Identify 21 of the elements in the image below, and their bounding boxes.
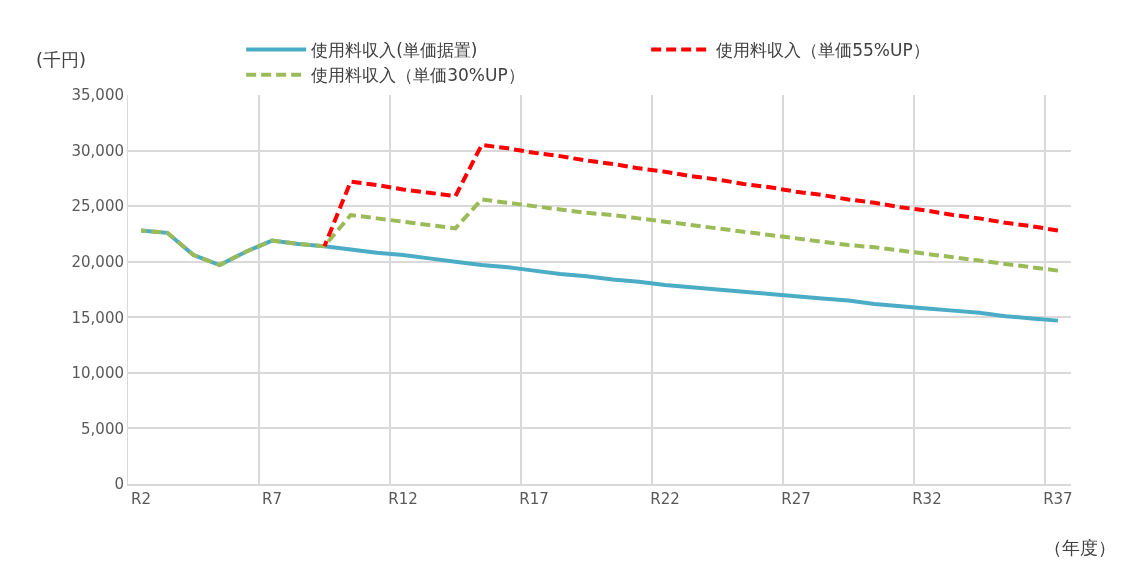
x-tick-label: R32 — [912, 489, 942, 508]
x-tick-label: R12 — [388, 489, 418, 508]
y-axis-title: (千円) — [36, 49, 87, 70]
y-tick-label: 10,000 — [71, 364, 124, 383]
y-tick-label: 30,000 — [71, 141, 124, 160]
legend-label: 使用料収入(単価据置) — [311, 40, 478, 61]
y-tick-label: 35,000 — [71, 86, 124, 105]
y-tick-label: 5,000 — [81, 419, 124, 438]
x-tick-label: R17 — [519, 489, 549, 508]
x-tick-label: R7 — [262, 489, 283, 508]
legend-label: 使用料収入（単価30%UP） — [311, 65, 525, 86]
y-tick-label: 25,000 — [71, 197, 124, 216]
y-tick-label: 20,000 — [71, 252, 124, 271]
y-tick-label: 15,000 — [71, 308, 124, 327]
x-tick-label: R27 — [781, 489, 811, 508]
x-tick-label: R37 — [1043, 489, 1073, 508]
x-axis-title: （年度） — [1044, 537, 1116, 558]
x-tick-label: R2 — [131, 489, 152, 508]
y-tick-label: 0 — [114, 475, 124, 494]
x-tick-label: R22 — [650, 489, 680, 508]
legend-label: 使用料収入（単価55%UP） — [716, 40, 930, 61]
